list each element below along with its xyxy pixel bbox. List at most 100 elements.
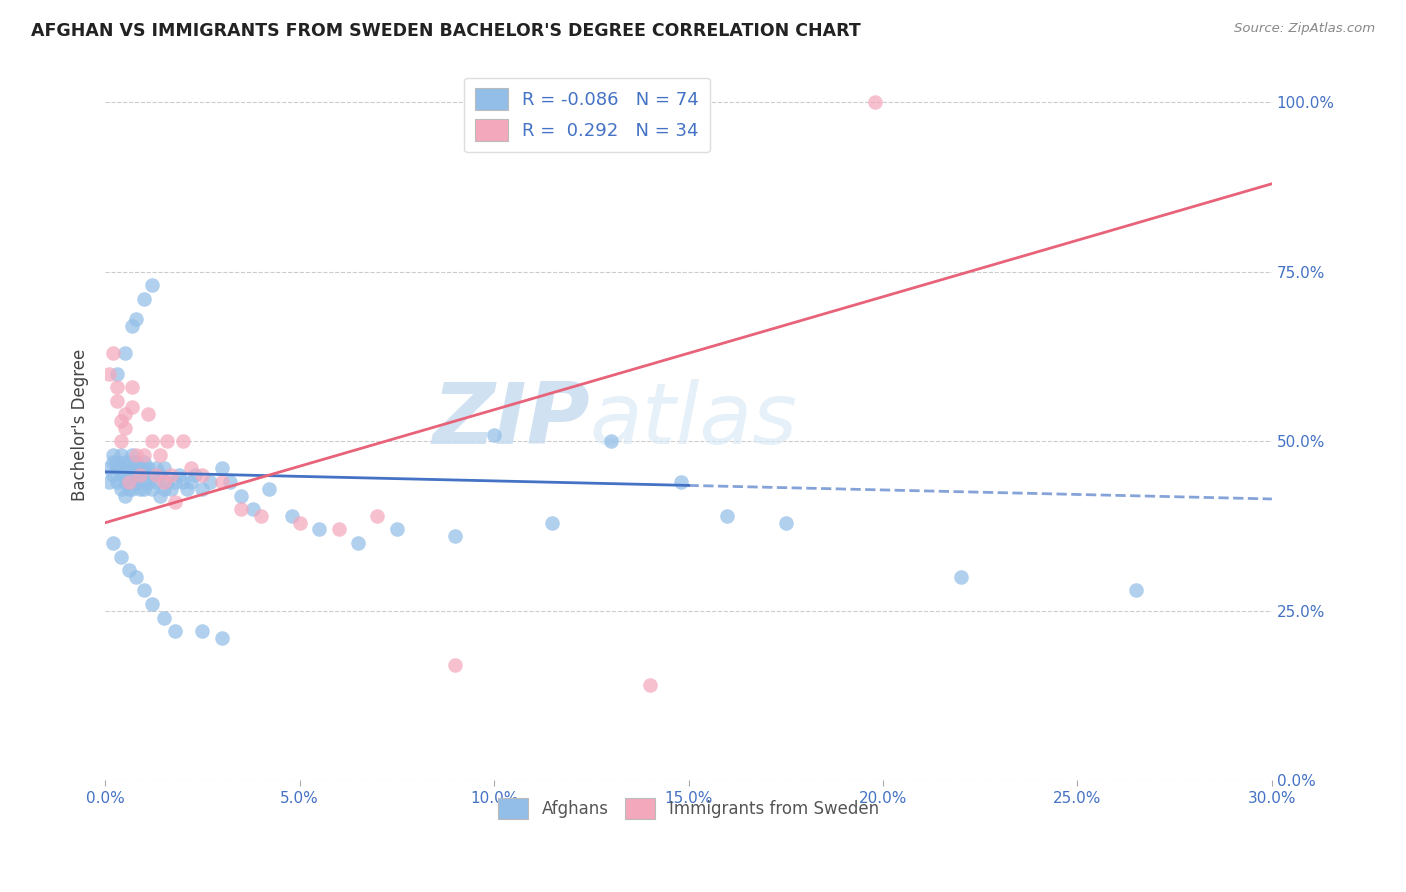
Point: [152, 482, 174, 496]
Point: [132, 292, 155, 306]
Point: [172, 475, 194, 489]
Point: [281, 508, 304, 523]
Point: [101, 448, 124, 462]
Point: [129, 468, 152, 483]
Point: [231, 489, 253, 503]
Point: [114, 461, 136, 475]
Point: [444, 658, 467, 673]
Point: [165, 495, 187, 509]
Point: [136, 461, 159, 475]
Point: [98, 475, 121, 489]
Point: [105, 461, 128, 475]
Point: [101, 536, 124, 550]
Point: [775, 516, 797, 530]
Point: [121, 461, 143, 475]
Point: [145, 475, 167, 489]
Point: [136, 407, 159, 421]
Point: [180, 461, 202, 475]
Point: [117, 563, 139, 577]
Point: [347, 536, 370, 550]
Point: [141, 468, 163, 483]
Point: [101, 468, 124, 483]
Point: [132, 448, 155, 462]
Legend: Afghans, Immigrants from Sweden: Afghans, Immigrants from Sweden: [492, 792, 886, 825]
Point: [114, 489, 136, 503]
Point: [105, 475, 128, 489]
Point: [141, 597, 163, 611]
Point: [176, 482, 198, 496]
Text: atlas: atlas: [589, 379, 797, 462]
Point: [149, 468, 172, 483]
Point: [145, 461, 167, 475]
Point: [669, 475, 692, 489]
Point: [101, 455, 124, 469]
Point: [145, 468, 167, 483]
Point: [242, 502, 264, 516]
Text: AFGHAN VS IMMIGRANTS FROM SWEDEN BACHELOR'S DEGREE CORRELATION CHART: AFGHAN VS IMMIGRANTS FROM SWEDEN BACHELO…: [31, 22, 860, 40]
Point: [117, 468, 139, 483]
Point: [114, 455, 136, 469]
Point: [105, 455, 128, 469]
Point: [114, 346, 136, 360]
Point: [125, 570, 148, 584]
Point: [110, 461, 132, 475]
Point: [129, 461, 152, 475]
Point: [152, 475, 174, 489]
Point: [288, 516, 311, 530]
Point: [165, 475, 187, 489]
Point: [117, 475, 139, 489]
Point: [152, 461, 174, 475]
Point: [114, 475, 136, 489]
Point: [117, 482, 139, 496]
Point: [114, 421, 136, 435]
Point: [117, 475, 139, 489]
Point: [183, 468, 205, 483]
Point: [114, 407, 136, 421]
Point: [716, 508, 738, 523]
Point: [1125, 583, 1147, 598]
Point: [121, 319, 143, 334]
Point: [110, 482, 132, 496]
Y-axis label: Bachelor's Degree: Bachelor's Degree: [72, 348, 89, 500]
Point: [141, 434, 163, 449]
Point: [136, 475, 159, 489]
Point: [101, 346, 124, 360]
Point: [125, 468, 148, 483]
Point: [211, 461, 233, 475]
Point: [328, 523, 350, 537]
Point: [541, 516, 564, 530]
Point: [949, 570, 972, 584]
Point: [132, 482, 155, 496]
Point: [98, 461, 121, 475]
Point: [257, 482, 280, 496]
Point: [132, 583, 155, 598]
Point: [121, 475, 143, 489]
Point: [638, 678, 661, 692]
Point: [121, 380, 143, 394]
Point: [165, 624, 187, 639]
Point: [152, 610, 174, 624]
Point: [121, 482, 143, 496]
Point: [180, 475, 202, 489]
Point: [160, 468, 183, 483]
Point: [156, 475, 179, 489]
Point: [167, 468, 190, 483]
Point: [117, 455, 139, 469]
Point: [156, 434, 179, 449]
Point: [211, 631, 233, 645]
Point: [110, 468, 132, 483]
Point: [132, 455, 155, 469]
Point: [132, 475, 155, 489]
Point: [125, 455, 148, 469]
Point: [366, 508, 388, 523]
Point: [149, 489, 172, 503]
Point: [863, 95, 886, 110]
Point: [105, 380, 128, 394]
Point: [110, 434, 132, 449]
Point: [444, 529, 467, 543]
Point: [160, 482, 183, 496]
Point: [98, 367, 121, 381]
Point: [110, 448, 132, 462]
Point: [141, 482, 163, 496]
Point: [105, 393, 128, 408]
